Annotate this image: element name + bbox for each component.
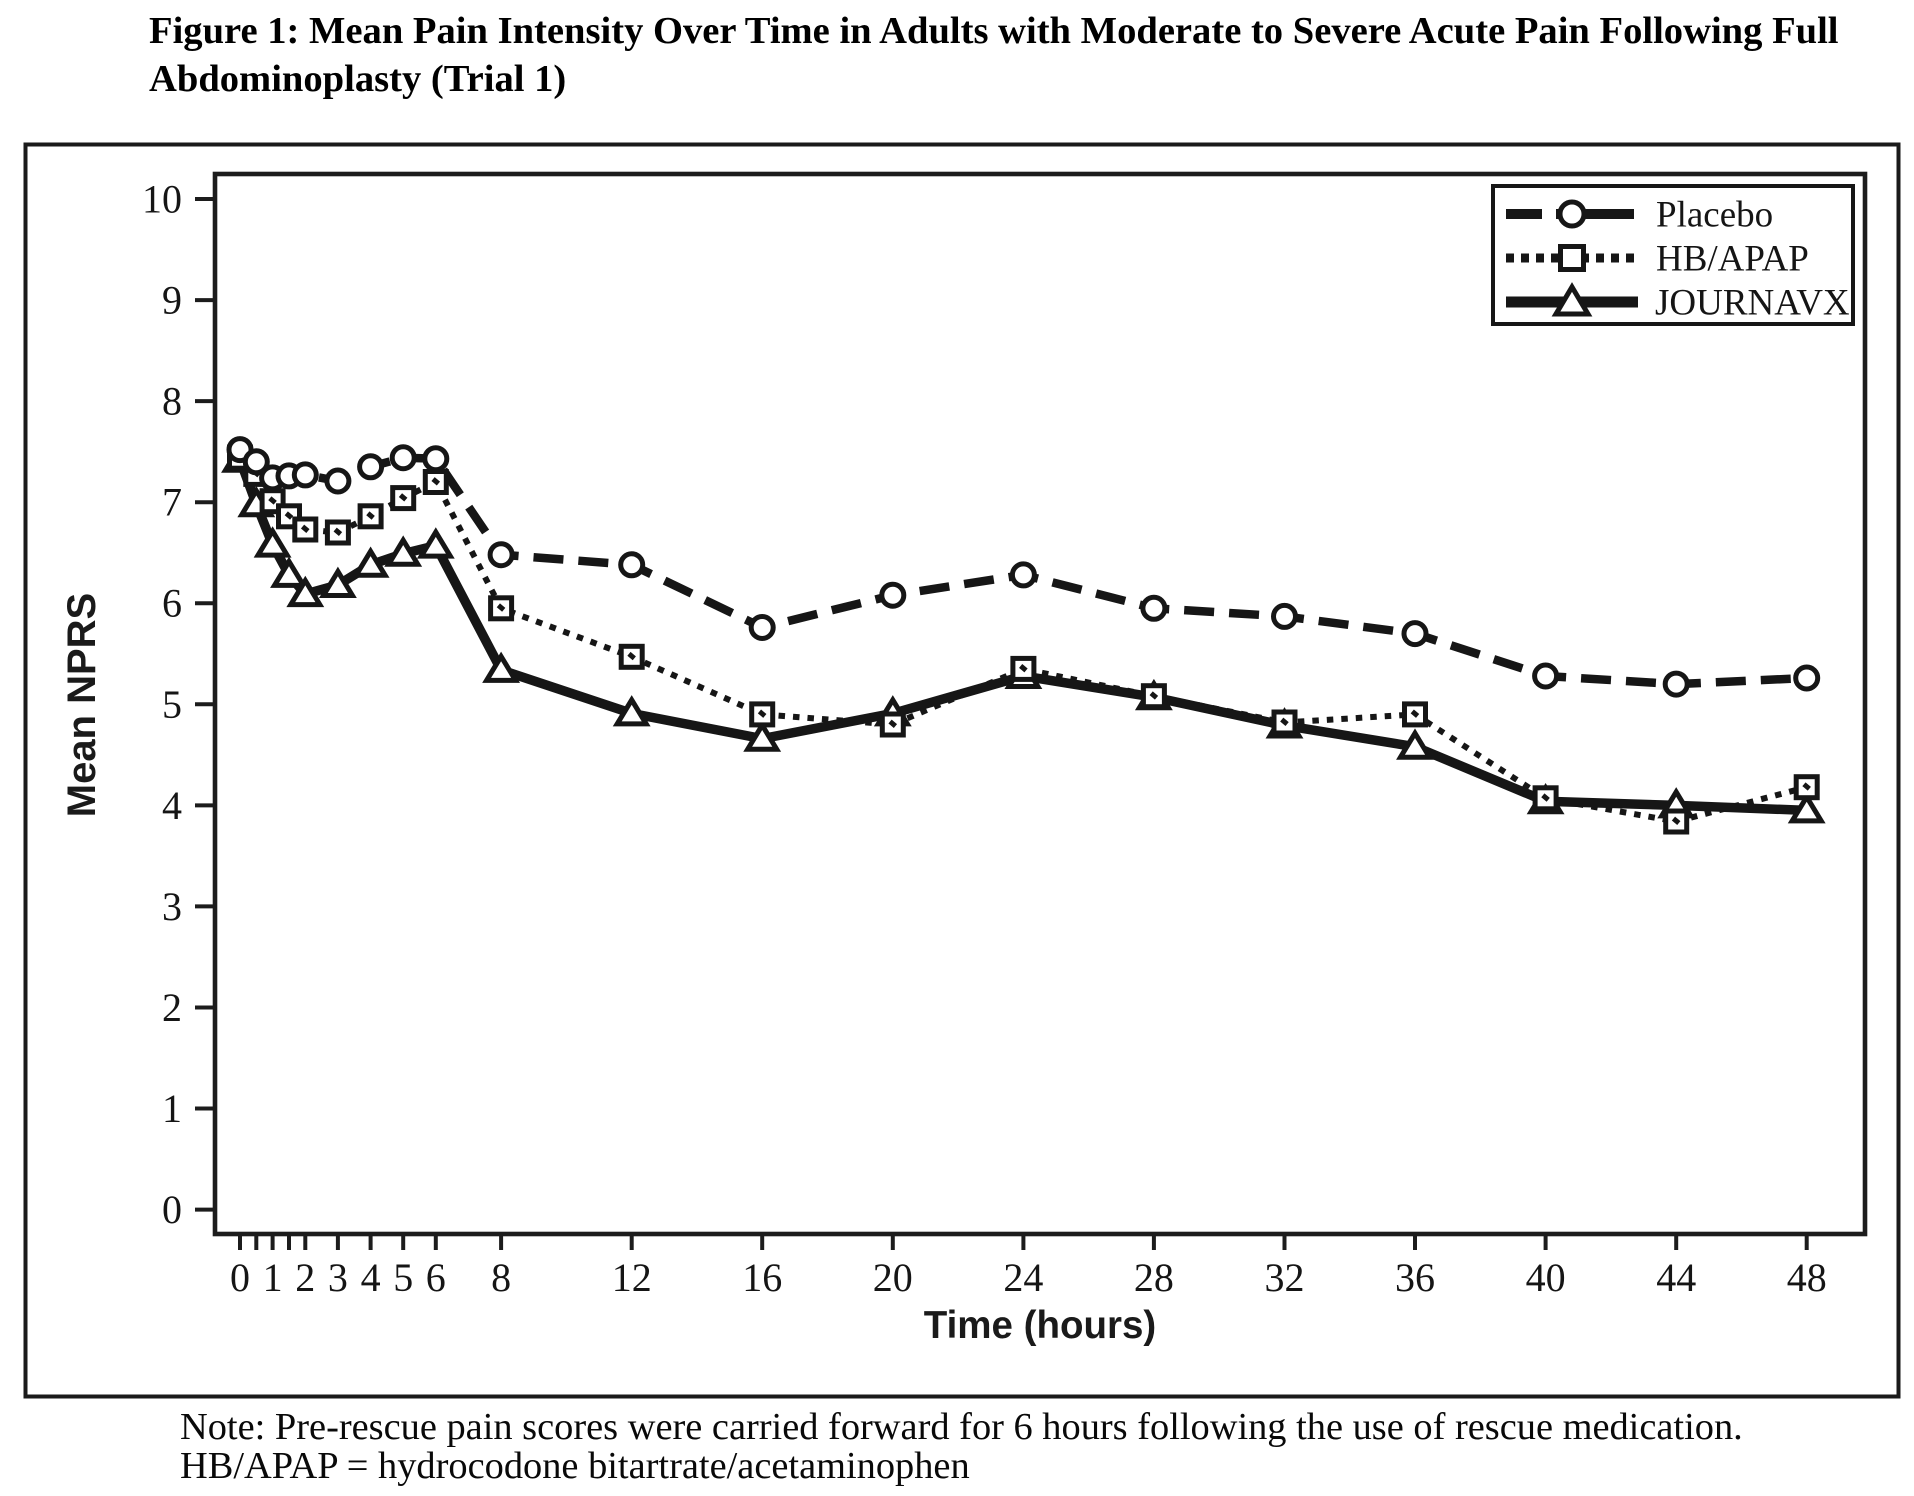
svg-text:44: 44 [1656, 1255, 1696, 1300]
svg-text:0: 0 [162, 1187, 182, 1232]
svg-text:24: 24 [1003, 1255, 1043, 1300]
svg-text:2: 2 [162, 985, 182, 1030]
svg-text:28: 28 [1134, 1255, 1174, 1300]
svg-text:7: 7 [162, 480, 182, 525]
svg-text:40: 40 [1526, 1255, 1566, 1300]
svg-text:48: 48 [1787, 1255, 1827, 1300]
svg-text:8: 8 [491, 1255, 511, 1300]
svg-text:16: 16 [742, 1255, 782, 1300]
svg-text:0: 0 [230, 1255, 250, 1300]
svg-text:Placebo: Placebo [1656, 195, 1773, 236]
svg-text:4: 4 [361, 1255, 381, 1300]
svg-text:4: 4 [162, 783, 182, 828]
svg-text:Mean NPRS: Mean NPRS [60, 593, 104, 818]
svg-text:3: 3 [328, 1255, 348, 1300]
svg-text:6: 6 [426, 1255, 446, 1300]
svg-text:32: 32 [1265, 1255, 1305, 1300]
svg-text:1: 1 [162, 1086, 182, 1131]
svg-text:6: 6 [162, 581, 182, 626]
svg-text:1: 1 [263, 1255, 283, 1300]
svg-text:12: 12 [612, 1255, 652, 1300]
svg-text:3: 3 [162, 884, 182, 929]
svg-text:9: 9 [162, 278, 182, 323]
svg-text:HB/APAP: HB/APAP [1656, 239, 1809, 280]
svg-text:Time (hours): Time (hours) [924, 1304, 1156, 1347]
svg-text:5: 5 [393, 1255, 413, 1300]
svg-text:36: 36 [1395, 1255, 1435, 1300]
svg-text:20: 20 [873, 1255, 913, 1300]
svg-text:8: 8 [162, 379, 182, 424]
svg-text:JOURNAVX: JOURNAVX [1655, 283, 1850, 324]
svg-text:10: 10 [142, 177, 182, 222]
svg-text:5: 5 [162, 682, 182, 727]
svg-text:2: 2 [295, 1255, 315, 1300]
